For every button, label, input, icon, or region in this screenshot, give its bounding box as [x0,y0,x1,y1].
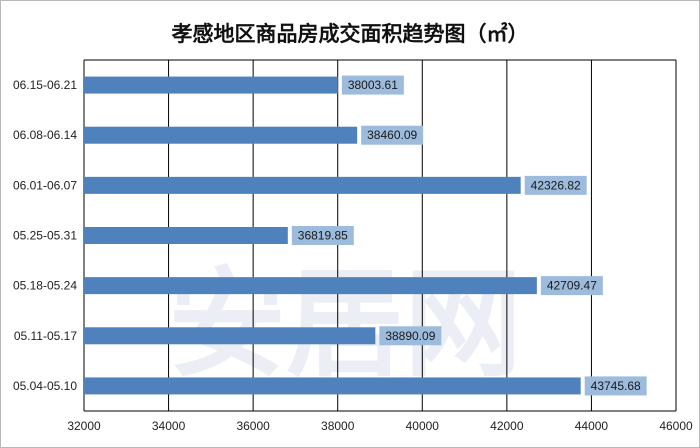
y-category-label: 06.08-06.14 [13,128,77,142]
y-category-label: 05.11-05.17 [14,329,77,343]
data-label: 38890.09 [385,329,435,343]
bar [84,227,288,244]
data-label-box [524,175,587,195]
data-label-box [379,326,442,346]
data-label: 38003.61 [348,78,398,92]
x-axis: 32000 34000 36000 38000 40000 42000 44000 46000 [67,410,693,433]
bar [84,377,581,395]
y-category-label: 06.15-06.21 [13,78,77,92]
data-label: 42709.47 [547,279,597,293]
data-label: 36819.85 [298,229,348,243]
bar [84,176,521,194]
x-tick-label: 44000 [575,419,609,433]
data-label-box [584,376,647,396]
x-tick-label: 32000 [67,419,101,433]
bar [84,327,376,345]
chart-title: 孝感地区商品房成交面积趋势图（㎡） [171,21,529,46]
x-tick-label: 46000 [659,419,693,433]
x-tick-label: 40000 [406,419,440,433]
y-category-label: 05.18-05.24 [13,279,77,293]
x-tick-label: 38000 [321,419,355,433]
y-category-label: 05.25-05.31 [13,229,77,243]
data-label-box [291,226,354,245]
x-tick-label: 36000 [236,419,270,433]
bar [84,277,537,295]
bars: 38003.61 38460.09 42326.82 36819.85 42709.47… [84,75,647,396]
data-label: 38460.09 [367,128,417,142]
data-label-box [341,75,404,95]
bar [84,126,358,144]
watermark: 安居网 [168,255,522,393]
y-axis: 06.15-06.21 06.08-06.14 06.01-06.07 05.25-0… [13,78,77,393]
x-tick-label: 42000 [490,419,524,433]
bar [84,76,338,94]
data-label-box [540,276,603,296]
data-label: 42326.82 [531,178,581,192]
y-category-label: 06.01-06.07 [13,178,77,192]
data-label-box [361,125,424,145]
x-tick-label: 34000 [152,419,186,433]
data-label: 43745.68 [591,379,641,393]
y-category-label: 05.04-05.10 [13,379,77,393]
